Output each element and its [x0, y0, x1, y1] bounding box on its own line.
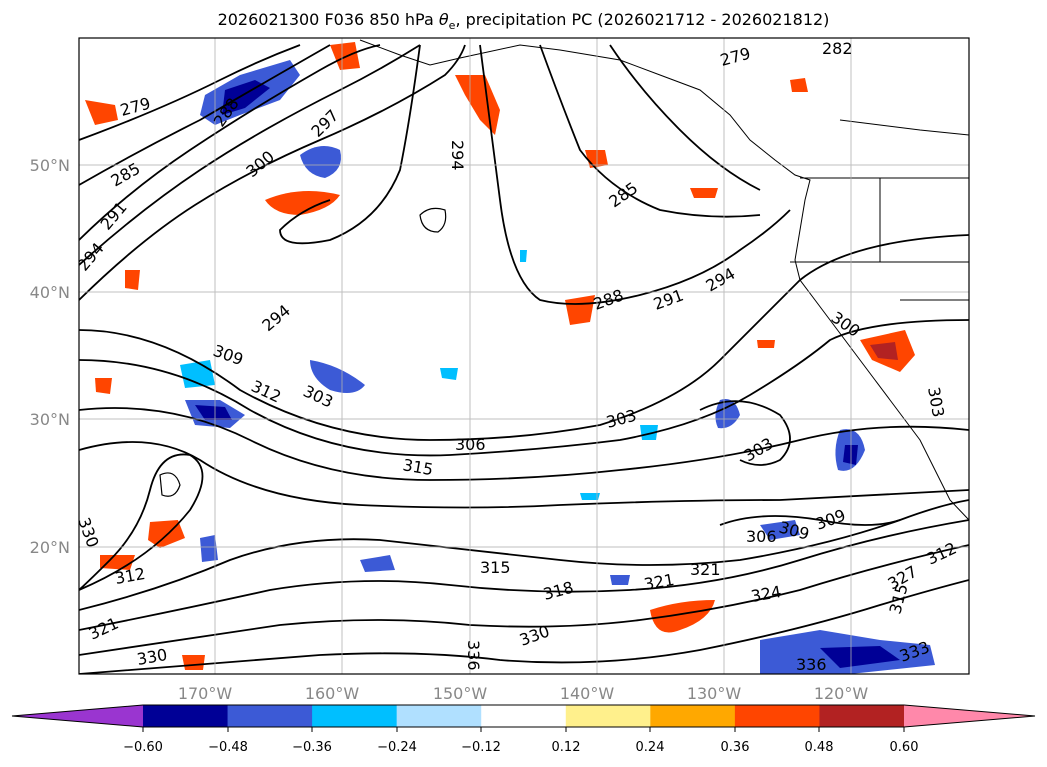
lon-label: 160°W [305, 684, 360, 703]
colorbar-tick-label: −0.48 [208, 740, 248, 755]
contour-label: 282 [822, 39, 853, 58]
lon-label: 140°W [560, 684, 615, 703]
colorbar-segment [819, 705, 905, 727]
contour-label: 336 [796, 655, 827, 674]
colorbar-tick-labels: −0.60 −0.48 −0.36 −0.24 −0.12 0.12 0.24 … [123, 740, 918, 755]
colorbar-extend-low [12, 705, 143, 727]
colorbar-segment [143, 705, 229, 727]
colorbar-tick-label: 0.24 [636, 740, 665, 755]
colorbar-tick-label: −0.24 [377, 740, 417, 755]
colorbar-tick-label: 0.36 [721, 740, 750, 755]
lat-label: 50°N [30, 156, 70, 175]
longitude-labels: 170°W 160°W 150°W 140°W 130°W 120°W [178, 684, 869, 703]
colorbar-segment [650, 705, 736, 727]
grid-lines [79, 38, 969, 674]
colorbar-segment [481, 705, 567, 727]
contour-label: 321 [690, 560, 721, 579]
lon-label: 150°W [433, 684, 488, 703]
contour-label: 294 [448, 140, 467, 171]
colorbar-tick-label: −0.36 [292, 740, 332, 755]
colorbar-ticks [142, 727, 905, 732]
colorbar-tick-label: −0.60 [123, 740, 163, 755]
colorbar-tick-label: −0.12 [461, 740, 501, 755]
colorbar-segment [396, 705, 482, 727]
latitude-labels: 50°N 40°N 30°N 20°N [30, 156, 70, 557]
lon-label: 130°W [687, 684, 742, 703]
contour-label: 336 [464, 640, 483, 671]
colorbar-segment [565, 705, 651, 727]
colorbar-extend-high [904, 705, 1035, 727]
coastlines [359, 39, 969, 521]
lon-label: 170°W [178, 684, 233, 703]
precipitation-shading [85, 42, 935, 674]
chart-title: 2026021300 F036 850 hPa θe, precipitatio… [217, 10, 830, 33]
colorbar: −0.60 −0.48 −0.36 −0.24 −0.12 0.12 0.24 … [11, 704, 1036, 755]
contour-label: 306 [746, 527, 777, 546]
lat-label: 20°N [30, 538, 70, 557]
colorbar-segment [227, 705, 313, 727]
map-area: 279 282 279 285 288 291 294 297 300 294 … [79, 38, 969, 674]
colorbar-segment [312, 705, 398, 727]
theta-e-contours [79, 44, 969, 674]
colorbar-tick-label: 0.12 [552, 740, 581, 755]
contour-label: 315 [480, 558, 511, 577]
lat-label: 30°N [30, 410, 70, 429]
colorbar-tick-label: 0.60 [890, 740, 919, 755]
contour-label: 306 [455, 435, 486, 454]
map-frame [78, 37, 970, 675]
colorbar-segment [734, 705, 820, 727]
lon-label: 120°W [814, 684, 869, 703]
colorbar-tick-label: 0.48 [805, 740, 834, 755]
lat-label: 40°N [30, 283, 70, 302]
